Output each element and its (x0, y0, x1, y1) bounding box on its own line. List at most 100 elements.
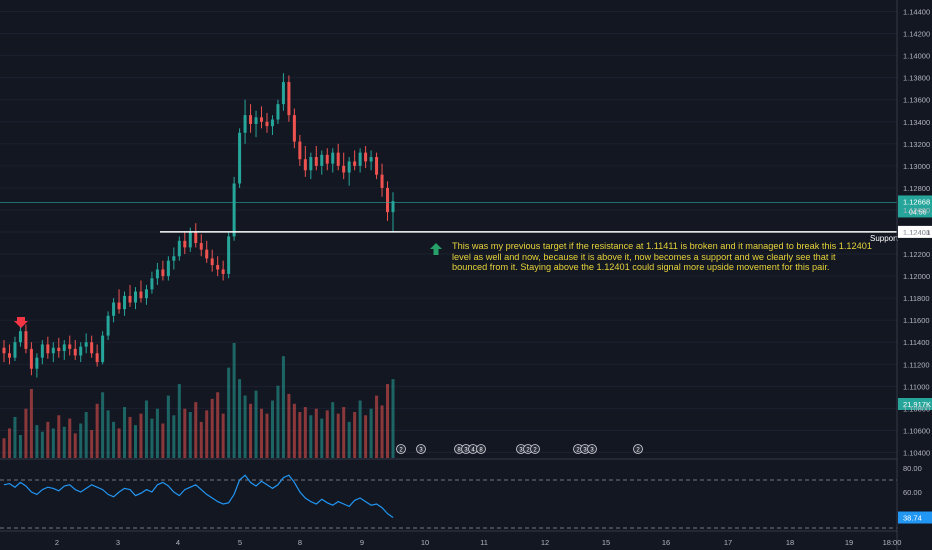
volume-bar (292, 403, 296, 458)
price-tick-label: 1.14200 (903, 30, 930, 39)
time-tick-label: 10 (421, 538, 429, 547)
down-arrow-marker (14, 317, 28, 328)
price-tick-label: 1.11200 (903, 360, 930, 369)
time-tick-label: 17 (724, 538, 732, 547)
time-tick-label: 5 (238, 538, 242, 547)
price-tick-label: 1.11800 (903, 294, 930, 303)
candle-body (243, 115, 247, 133)
volume-bar (232, 343, 236, 458)
candle-body (216, 265, 220, 270)
volume-bar (386, 384, 390, 458)
volume-bar (101, 392, 105, 458)
volume-bar (260, 408, 264, 458)
rsi-tick-label: 60.00 (903, 488, 922, 497)
candle-body (270, 119, 274, 127)
volume-bar (73, 433, 77, 458)
candle-body (347, 161, 351, 173)
volume-bar (336, 413, 340, 458)
countdown-label: 04:56 (909, 209, 927, 216)
volume-bar (2, 438, 6, 458)
candle-body (188, 232, 192, 248)
candle-body (128, 295, 132, 303)
candle-body (101, 335, 105, 363)
volume-bar (342, 407, 346, 458)
volume-bars (2, 343, 395, 458)
candle-body (2, 347, 6, 354)
candle-body (106, 315, 110, 336)
candle-body (265, 121, 269, 127)
volume-bar (133, 425, 137, 458)
time-tick-label: 4 (176, 538, 180, 547)
volume-bar (62, 426, 66, 458)
volume-bar (51, 428, 55, 458)
volume-bar (57, 415, 61, 458)
volume-bar (320, 418, 324, 458)
event-badge-count: 2 (576, 448, 580, 454)
event-badge-count: 2 (636, 448, 640, 454)
candlesticks (2, 73, 395, 378)
candle-body (391, 201, 395, 213)
event-badge-count: 3 (519, 448, 523, 454)
price-tick-label: 1.14000 (903, 52, 930, 61)
candle-body (287, 82, 291, 116)
volume-bar (188, 412, 192, 458)
support-price-tag (898, 225, 932, 238)
time-axis[interactable]: 2 3 4 5 8 9 10 11 12 15 16 17 18 19 18:00 (55, 538, 901, 547)
last-price-tag (898, 195, 932, 218)
candle-body (46, 344, 50, 354)
price-tick-label: 1.13800 (903, 74, 930, 83)
price-axis[interactable]: 1.14400 1.14200 1.14000 1.13800 1.13600 1.134… (896, 0, 930, 550)
candle-body (205, 249, 209, 259)
candle-body (292, 115, 296, 142)
volume-bar (177, 384, 181, 458)
last-price-label: 1.12668 (903, 197, 930, 206)
candle-body (375, 157, 379, 175)
candle-body (254, 117, 258, 124)
time-tick-label: 2 (55, 538, 59, 547)
candle-body (232, 183, 236, 237)
volume-bar (123, 407, 127, 458)
event-badge (396, 444, 406, 454)
time-tick-label: 11 (480, 538, 488, 547)
volume-bar (139, 413, 143, 458)
volume-bar (24, 408, 28, 458)
support-line[interactable]: Support 1.12401 (160, 225, 932, 243)
volume-bar (46, 421, 50, 458)
price-tick-label: 1.11400 (903, 338, 930, 347)
price-tick-label: 1.13200 (903, 140, 930, 149)
candle-body (18, 331, 22, 343)
event-badge-count: 3 (419, 448, 423, 454)
candle-body (276, 104, 280, 120)
volume-bar (155, 408, 159, 458)
event-badge-count: 2 (533, 448, 537, 454)
volume-bar (276, 385, 280, 458)
candle-body (133, 291, 137, 303)
candle-body (13, 342, 17, 358)
candle-body (84, 342, 88, 347)
event-badge (476, 444, 486, 454)
volume-bar (309, 415, 313, 458)
event-badge-count: 3 (583, 448, 587, 454)
volume-bar (227, 367, 231, 458)
candle-body (380, 174, 384, 188)
time-tick-label: 12 (541, 538, 549, 547)
event-badge (530, 444, 540, 454)
volume-bar (172, 415, 176, 458)
time-tick-label: 15 (602, 538, 610, 547)
volume-bar (84, 412, 88, 458)
price-tick-label: 1.13000 (903, 162, 930, 171)
candle-body (320, 154, 324, 166)
price-tick-label: 1.12200 (903, 250, 930, 259)
candle-body (79, 346, 83, 356)
volume-bar (331, 402, 335, 458)
rsi-line (3, 474, 394, 518)
event-badge-count: 2 (526, 448, 530, 454)
volume-bar (358, 400, 362, 458)
candle-body (123, 295, 127, 310)
volume-bar (380, 405, 384, 458)
candle-body (309, 157, 313, 171)
volume-bar (144, 400, 148, 458)
